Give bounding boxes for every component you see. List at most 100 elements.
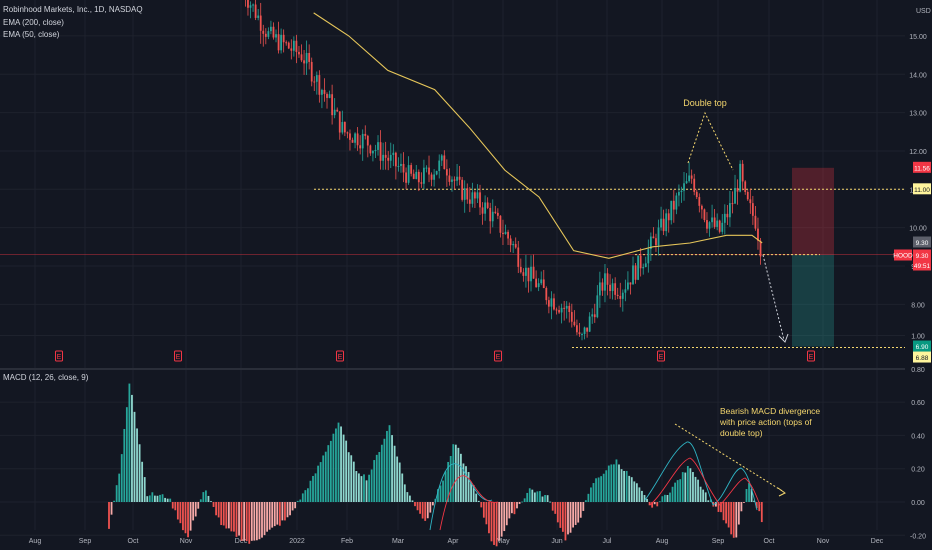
earnings-marker[interactable]: E: [174, 350, 182, 362]
histogram-bar: [148, 495, 151, 502]
candle-body: [739, 163, 742, 192]
histogram-bar: [286, 502, 289, 518]
y-tick-label: 8.00: [911, 302, 925, 309]
histogram-bar: [401, 473, 404, 502]
histogram-bar: [340, 426, 342, 502]
candle-body: [749, 199, 752, 204]
histogram-bar: [447, 461, 450, 502]
earnings-marker[interactable]: E: [807, 350, 815, 362]
candle-body: [512, 244, 515, 246]
position-box[interactable]: [792, 167, 834, 347]
histogram-bar: [748, 482, 750, 502]
earnings-marker-label: E: [338, 354, 343, 361]
earnings-marker[interactable]: E: [55, 350, 63, 362]
macd-tick-label: 0.60: [911, 400, 925, 407]
stop-zone[interactable]: [792, 167, 834, 255]
earnings-marker[interactable]: E: [657, 350, 665, 362]
candlestick-series: [245, 0, 762, 341]
candle-body: [292, 40, 295, 51]
symbol-title[interactable]: Robinhood Markets, Inc., 1D, NASDAQ: [3, 5, 143, 14]
histogram-bar: [184, 502, 187, 534]
histogram-bar: [449, 455, 452, 502]
candle-body: [754, 215, 757, 229]
candle-body: [343, 122, 346, 133]
histogram-bar: [156, 495, 159, 502]
histogram-bar: [120, 454, 123, 502]
macd-divergence-label: Bearish MACD divergence: [720, 406, 820, 416]
histogram-bar: [329, 440, 332, 502]
histogram-bar: [676, 480, 679, 502]
histogram-bar: [454, 444, 457, 502]
histogram-bar: [681, 472, 684, 502]
candle-body: [591, 314, 594, 317]
histogram-bar: [378, 452, 381, 502]
macd-axis[interactable]: -0.20 0.00 0.20 0.40 0.60 0.80 1.00: [910, 334, 926, 541]
ema50-line: [313, 12, 763, 259]
histogram-bar: [398, 462, 401, 502]
target-zone[interactable]: [792, 254, 834, 347]
candle-body: [741, 163, 744, 182]
histogram-bar: [460, 453, 462, 502]
histogram-bar: [694, 476, 697, 502]
histogram-bar: [605, 470, 608, 502]
histogram-bar: [533, 492, 536, 502]
histogram-bar: [641, 490, 643, 502]
ema-line: [313, 12, 763, 259]
y-tick-label: 15.00: [909, 34, 927, 41]
candle-body: [420, 182, 423, 184]
macd-divergence-label: double top): [720, 428, 763, 438]
candle-body: [553, 298, 555, 310]
histogram-bar: [707, 500, 710, 502]
earnings-marker[interactable]: E: [494, 350, 502, 362]
candle-body: [499, 215, 502, 233]
histogram-bar: [233, 502, 235, 532]
histogram-bar: [664, 494, 666, 502]
macd-line: [429, 463, 493, 531]
histogram-bar: [485, 502, 488, 525]
histogram-bar: [128, 383, 131, 502]
candle-body: [565, 305, 568, 309]
histogram-bar: [210, 501, 212, 502]
histogram-bar: [424, 502, 427, 521]
candle-body: [642, 266, 645, 269]
macd-signal-lines: [429, 441, 761, 531]
candle-body: [270, 26, 272, 32]
x-tick-label: 2022: [289, 538, 305, 545]
histogram-bar: [154, 495, 156, 502]
candle-body: [262, 30, 265, 34]
histogram-bar: [248, 502, 251, 544]
histogram-bar: [615, 459, 618, 502]
histogram-bar: [391, 435, 393, 502]
candle-body: [568, 305, 571, 313]
candle-body: [634, 265, 637, 280]
ema50-legend[interactable]: EMA (50, close): [3, 30, 60, 39]
price-badge-text: 11.00: [914, 187, 930, 194]
candle-body: [711, 217, 713, 223]
candle-body: [604, 273, 606, 291]
earnings-marker-label: E: [57, 354, 62, 361]
histogram-bar: [350, 455, 353, 502]
candle-body: [359, 145, 362, 149]
histogram-bar: [393, 445, 396, 502]
histogram-bar: [477, 500, 480, 502]
candle-body: [547, 300, 550, 307]
histogram-bar: [516, 502, 518, 509]
earnings-marker[interactable]: E: [336, 350, 344, 362]
macd-tick-label: -0.20: [910, 533, 926, 540]
candle-body: [716, 220, 719, 227]
histogram-bar: [442, 480, 444, 502]
candle-body: [647, 249, 650, 264]
macd-legend[interactable]: MACD (12, 26, close, 9): [3, 373, 89, 382]
histogram-bar: [651, 502, 654, 508]
histogram-bar: [258, 502, 261, 540]
price-badge-text: 6.88: [916, 355, 929, 362]
histogram-bar: [709, 499, 712, 502]
candle-body: [726, 213, 729, 218]
histogram-bar: [278, 502, 281, 526]
histogram-bar: [531, 489, 534, 502]
candle-body: [542, 279, 545, 288]
ema200-legend[interactable]: EMA (200, close): [3, 18, 64, 27]
histogram-bar: [222, 502, 225, 526]
